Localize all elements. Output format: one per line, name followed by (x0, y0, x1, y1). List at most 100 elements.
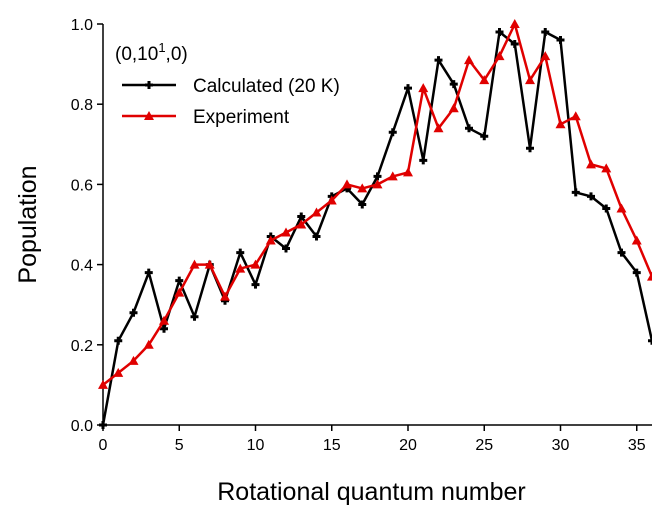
series-experiment (98, 19, 652, 389)
experiment-point (189, 259, 200, 269)
experiment-point (509, 19, 520, 28)
calculated-point (495, 28, 504, 37)
experiment-point (311, 207, 322, 217)
legend-label-experiment: Experiment (193, 107, 290, 128)
experiment-point (128, 355, 139, 365)
experiment-point (357, 183, 368, 193)
experiment-point (555, 119, 566, 129)
experiment-point (601, 163, 612, 173)
calculated-line (101, 30, 652, 426)
x-tick-label: 10 (247, 437, 265, 454)
y-tick-label: 0.6 (71, 177, 93, 194)
experiment-point (540, 51, 551, 61)
experiment-point (525, 75, 535, 85)
calculated-point (282, 244, 290, 253)
calculated-point (587, 192, 595, 201)
calculated-point (312, 232, 321, 241)
experiment-point (418, 83, 429, 93)
state-annotation: (0,101,0) (115, 40, 188, 65)
calculated-point (449, 80, 458, 89)
calculated-point (510, 40, 519, 49)
experiment-point (494, 51, 505, 61)
calculated-point (541, 28, 550, 37)
calculated-point (571, 188, 580, 197)
experiment-point (281, 227, 291, 237)
x-tick-label: 30 (552, 437, 570, 454)
experiment-point (204, 259, 215, 269)
calculated-point (373, 172, 382, 181)
experiment-line (102, 22, 652, 386)
experiment-point (342, 179, 352, 189)
x-tick-label: 20 (399, 437, 417, 454)
calculated-point (434, 56, 443, 65)
y-axis-title: Population (14, 165, 42, 283)
x-tick-label: 0 (99, 437, 108, 454)
calculated-point (190, 312, 199, 321)
calculated-point (251, 280, 260, 289)
experiment-point (387, 171, 398, 181)
experiment-point (570, 111, 581, 121)
axes: 0.0 0.2 0.4 0.6 0.8 1.0 0 5 10 15 20 25 30 35 (71, 17, 652, 454)
experiment-point (586, 159, 596, 169)
experiment-point (265, 235, 276, 245)
calculated-point (648, 336, 652, 345)
experiment-point (372, 179, 383, 189)
calculated-point (526, 144, 534, 153)
experiment-point (113, 367, 124, 377)
experiment-point (326, 195, 337, 205)
legend-entry-experiment: Experiment (122, 107, 290, 128)
experiment-point (647, 271, 652, 281)
legend-entry-calculated: Calculated (20 K) (122, 76, 340, 97)
experiment-point (174, 287, 185, 297)
calculated-point (480, 132, 489, 141)
experiment-point (479, 75, 490, 85)
calculated-point (556, 36, 565, 45)
experiment-point (220, 291, 230, 301)
experiment-point (616, 203, 627, 213)
calculated-point (404, 84, 412, 93)
y-tick-label: 1.0 (71, 17, 93, 34)
y-tick-label: 0.8 (71, 97, 93, 114)
experiment-point (403, 167, 413, 177)
calculated-point (236, 248, 245, 257)
experiment-point (98, 379, 108, 389)
experiment-point (296, 219, 307, 229)
experiment-point (235, 263, 246, 273)
calculated-point (114, 336, 123, 345)
x-tick-label: 35 (628, 437, 646, 454)
calculated-point (160, 324, 168, 333)
y-tick-label: 0.2 (71, 338, 93, 355)
calculated-point (99, 421, 107, 429)
legend-label-calculated: Calculated (20 K) (193, 76, 340, 97)
calculated-point (465, 124, 473, 133)
experiment-point (464, 55, 474, 65)
y-tick-label: 0.4 (71, 258, 93, 275)
experiment-point (433, 123, 444, 133)
experiment-point (631, 235, 642, 245)
calculated-point (419, 156, 428, 165)
calculated-point (632, 268, 641, 277)
experiment-point (143, 339, 154, 349)
legend-marker-experiment (144, 111, 154, 120)
legend-marker-calculated (145, 81, 153, 89)
x-tick-label: 25 (475, 437, 493, 454)
experiment-point (159, 315, 169, 325)
calculated-point (388, 128, 397, 137)
x-tick-label: 5 (175, 437, 184, 454)
experiment-point (448, 103, 459, 113)
series-calculated (99, 28, 652, 429)
experiment-point (250, 259, 261, 269)
x-tick-label: 15 (323, 437, 341, 454)
calculated-point (175, 276, 184, 285)
calculated-point (602, 204, 611, 213)
series-layer (98, 19, 652, 429)
legend: Calculated (20 K) Experiment (122, 76, 340, 128)
y-tick-label: 0.0 (71, 418, 93, 435)
calculated-point (144, 268, 153, 277)
calculated-point (129, 308, 138, 317)
calculated-point (358, 200, 367, 209)
x-axis-title: Rotational quantum number (217, 478, 526, 506)
calculated-point (617, 248, 626, 257)
calculated-point (297, 212, 306, 221)
